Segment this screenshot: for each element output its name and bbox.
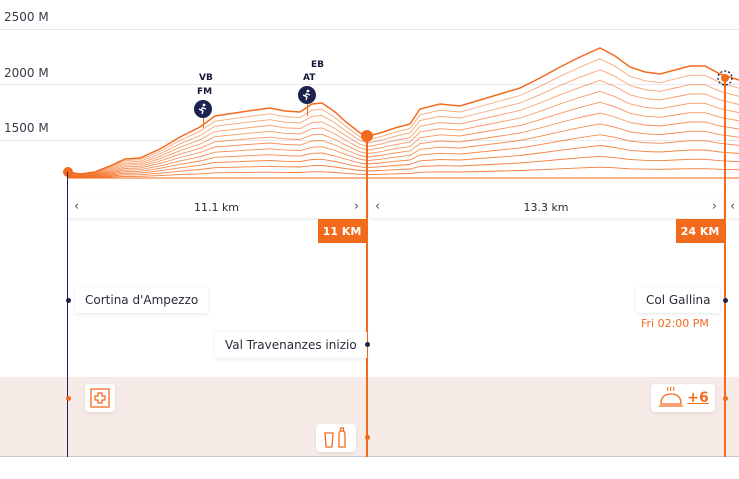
extra-services-count[interactable]: +6	[687, 390, 709, 406]
service-dot	[723, 396, 728, 401]
profile-contour-line	[67, 101, 739, 177]
km-badge: 11 KM	[318, 219, 366, 243]
segment-distance: 11.1 km	[193, 200, 240, 214]
stop-cortina[interactable]: Cortina d'Ampezzo	[75, 287, 209, 313]
segment-bar-2[interactable]: ‹ 13.3 km ›	[369, 196, 723, 218]
marker-stem	[307, 104, 308, 116]
services-band	[0, 377, 739, 457]
stop-line-start	[67, 172, 68, 457]
y-axis-label-1500: 1500 M	[4, 121, 49, 135]
profile-contour-line	[67, 80, 739, 176]
water-bottle-icon[interactable]	[316, 424, 356, 452]
timeline-baseline	[0, 456, 739, 457]
runner-icon	[194, 100, 212, 118]
waypoint-marker-group[interactable]: EB AT	[297, 59, 331, 116]
chevron-left-icon[interactable]: ‹	[730, 199, 736, 214]
current-position-ring[interactable]	[717, 70, 733, 86]
food-cloche-icon[interactable]: +6	[651, 384, 715, 412]
profile-contour-line	[67, 166, 739, 179]
runner-icon	[298, 86, 316, 104]
y-axis-label-2000: 2000 M	[4, 66, 49, 80]
profile-contour-line	[67, 112, 739, 177]
waypoint-label: AT	[299, 72, 320, 84]
start-point-marker[interactable]	[63, 167, 73, 177]
stop-col-gallina[interactable]: Col Gallina	[636, 287, 721, 313]
profile-contour-line	[67, 123, 739, 177]
stop-dot	[66, 298, 71, 303]
gridline	[0, 84, 739, 85]
waypoint-label: FM	[193, 86, 217, 98]
stop-dot	[365, 342, 370, 347]
gridline	[0, 29, 739, 30]
profile-contour-line	[67, 145, 739, 178]
profile-contour-line	[67, 90, 739, 176]
chevron-left-icon[interactable]: ‹	[375, 199, 381, 214]
segment-bar-3[interactable]: ‹	[727, 196, 739, 218]
stop-name: Val Travenanzes inizio	[225, 338, 357, 352]
stop-line-aid-2	[724, 78, 726, 457]
waypoint-label: VB	[195, 72, 217, 84]
first-aid-cross-icon[interactable]	[85, 384, 115, 412]
stop-time: Fri 02:00 PM	[641, 317, 709, 330]
profile-contour-line	[67, 58, 739, 175]
profile-contour-line	[67, 69, 739, 176]
y-axis-label-2500: 2500 M	[4, 10, 49, 24]
stop-line-aid-1	[366, 136, 368, 457]
km-badge: 24 KM	[676, 219, 724, 243]
marker-stem	[203, 118, 204, 128]
waypoint-label: EB	[307, 59, 329, 71]
service-dot	[66, 396, 71, 401]
stop-name: Cortina d'Ampezzo	[85, 293, 199, 307]
segment-bar-1[interactable]: ‹ 11.1 km ›	[68, 196, 365, 218]
profile-contour-line	[67, 134, 739, 178]
waypoint-marker-group[interactable]: VB FM	[193, 72, 219, 128]
stop-name: Col Gallina	[646, 293, 711, 307]
chevron-right-icon[interactable]: ›	[711, 199, 717, 214]
segment-distance: 13.3 km	[523, 200, 569, 214]
stop-dot	[723, 298, 728, 303]
stop-val-travenanzes[interactable]: Val Travenanzes inizio	[215, 332, 367, 358]
service-dot	[365, 435, 370, 440]
profile-contour-line	[67, 155, 739, 178]
chevron-left-icon[interactable]: ‹	[74, 199, 80, 214]
profile-contour-line	[67, 47, 739, 175]
chevron-right-icon[interactable]: ›	[353, 199, 359, 214]
elevation-chart	[63, 47, 739, 179]
